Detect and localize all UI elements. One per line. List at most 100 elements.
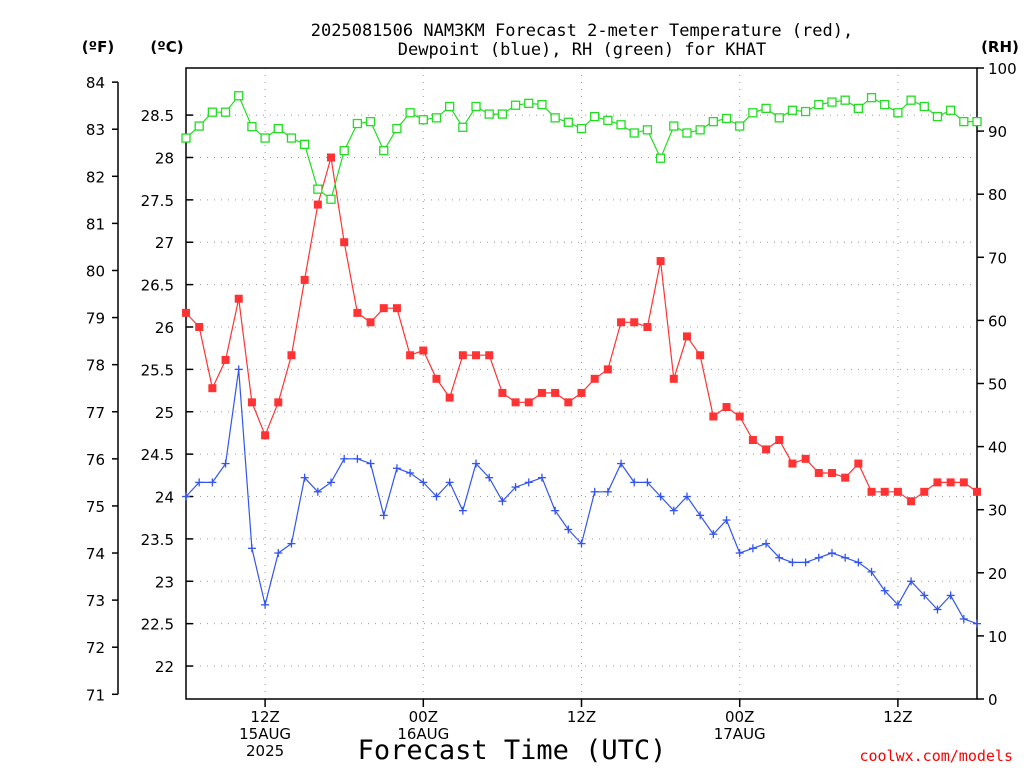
rh-tick-label: 10	[988, 628, 1007, 646]
rh-tick-label: 80	[988, 186, 1007, 204]
data-point	[840, 95, 850, 105]
celsius-tick-label: 26.5	[141, 277, 174, 295]
data-point	[735, 121, 745, 131]
data-point	[695, 125, 705, 135]
data-point	[643, 322, 652, 331]
fahrenheit-tick-label: 79	[86, 310, 105, 328]
data-point	[973, 619, 981, 628]
data-point	[181, 133, 191, 143]
rh-tick-label: 100	[988, 60, 1017, 78]
series-2-meter-temperature	[182, 153, 981, 506]
chart-title: 2025081506 NAM3KM Forecast 2-meter Tempe…	[311, 21, 853, 60]
fahrenheit-axis: 71 72 73 74 75 76 77 78 79 80 81 82 83 84	[86, 74, 119, 704]
data-point	[841, 473, 850, 482]
data-point	[932, 111, 943, 122]
data-point	[709, 412, 718, 421]
celsius-tick-label: 23	[155, 573, 174, 591]
data-point	[445, 101, 455, 112]
data-point	[946, 478, 955, 487]
celsius-tick-label: 24.5	[141, 446, 174, 464]
data-point	[327, 153, 336, 162]
data-point	[287, 351, 296, 360]
data-point	[182, 308, 190, 317]
celsius-unit-label: (ºC)	[150, 38, 183, 56]
data-point	[340, 454, 349, 463]
data-point	[827, 97, 837, 107]
data-point	[603, 365, 612, 374]
celsius-tick-label: 27.5	[141, 192, 174, 210]
data-point	[299, 139, 310, 150]
data-point	[247, 398, 256, 407]
celsius-tick-label: 26	[155, 319, 174, 337]
data-point	[326, 194, 336, 204]
data-point	[617, 459, 626, 468]
celsius-tick-label: 28	[155, 149, 174, 167]
data-point	[893, 600, 902, 609]
data-point	[814, 553, 823, 562]
credit-label: coolwx.com/models	[859, 747, 1013, 765]
data-point	[590, 111, 600, 122]
data-point	[722, 403, 731, 412]
rh-tick-label: 20	[988, 565, 1007, 583]
x-axis-title: Forecast Time (UTC)	[358, 735, 667, 766]
data-point	[630, 478, 639, 487]
data-point	[933, 478, 942, 487]
data-point	[550, 113, 560, 123]
time-tick-label: 2025	[246, 742, 284, 760]
time-tick-label: 00Z	[409, 708, 438, 726]
data-point	[603, 487, 612, 496]
data-point	[867, 567, 876, 576]
data-point	[485, 351, 494, 360]
data-point	[576, 123, 587, 134]
data-point	[748, 544, 757, 553]
data-point	[682, 332, 691, 341]
data-point	[406, 351, 415, 360]
data-point	[814, 468, 823, 477]
data-point	[854, 459, 863, 468]
data-point	[405, 108, 415, 118]
data-point	[432, 492, 441, 501]
data-point	[234, 294, 243, 303]
data-point	[669, 506, 678, 515]
fahrenheit-tick-label: 75	[86, 498, 105, 516]
data-point	[419, 346, 428, 355]
time-tick-label: 12Z	[250, 708, 279, 726]
data-point	[392, 464, 401, 473]
data-point	[762, 445, 771, 454]
data-point	[590, 487, 599, 496]
data-point	[247, 544, 256, 553]
data-point	[788, 558, 797, 567]
data-point	[617, 318, 626, 327]
data-point	[854, 558, 863, 567]
fahrenheit-tick-label: 76	[86, 451, 105, 469]
data-point	[577, 388, 586, 397]
data-point	[182, 492, 190, 501]
data-point	[234, 91, 244, 101]
fahrenheit-tick-label: 78	[86, 357, 105, 375]
data-point	[907, 577, 916, 586]
data-point	[880, 99, 890, 110]
fahrenheit-tick-label: 77	[86, 404, 105, 422]
data-point	[801, 454, 810, 463]
data-point	[748, 436, 757, 445]
data-point	[919, 101, 929, 112]
data-point	[497, 109, 508, 119]
data-point	[207, 107, 218, 117]
data-point	[775, 553, 784, 562]
data-point	[920, 487, 929, 496]
time-tick-label: 17AUG	[714, 725, 766, 743]
data-point	[945, 105, 956, 115]
data-point	[313, 200, 322, 209]
time-tick-label: 15AUG	[239, 725, 291, 743]
data-point	[472, 351, 481, 360]
data-point	[537, 388, 546, 397]
data-point	[827, 468, 836, 477]
data-point	[194, 121, 204, 131]
time-tick-label: 00Z	[725, 708, 754, 726]
celsius-tick-label: 22	[155, 658, 174, 676]
data-point	[300, 275, 309, 284]
data-point	[867, 487, 876, 496]
data-point	[709, 530, 718, 539]
data-point	[445, 393, 454, 402]
